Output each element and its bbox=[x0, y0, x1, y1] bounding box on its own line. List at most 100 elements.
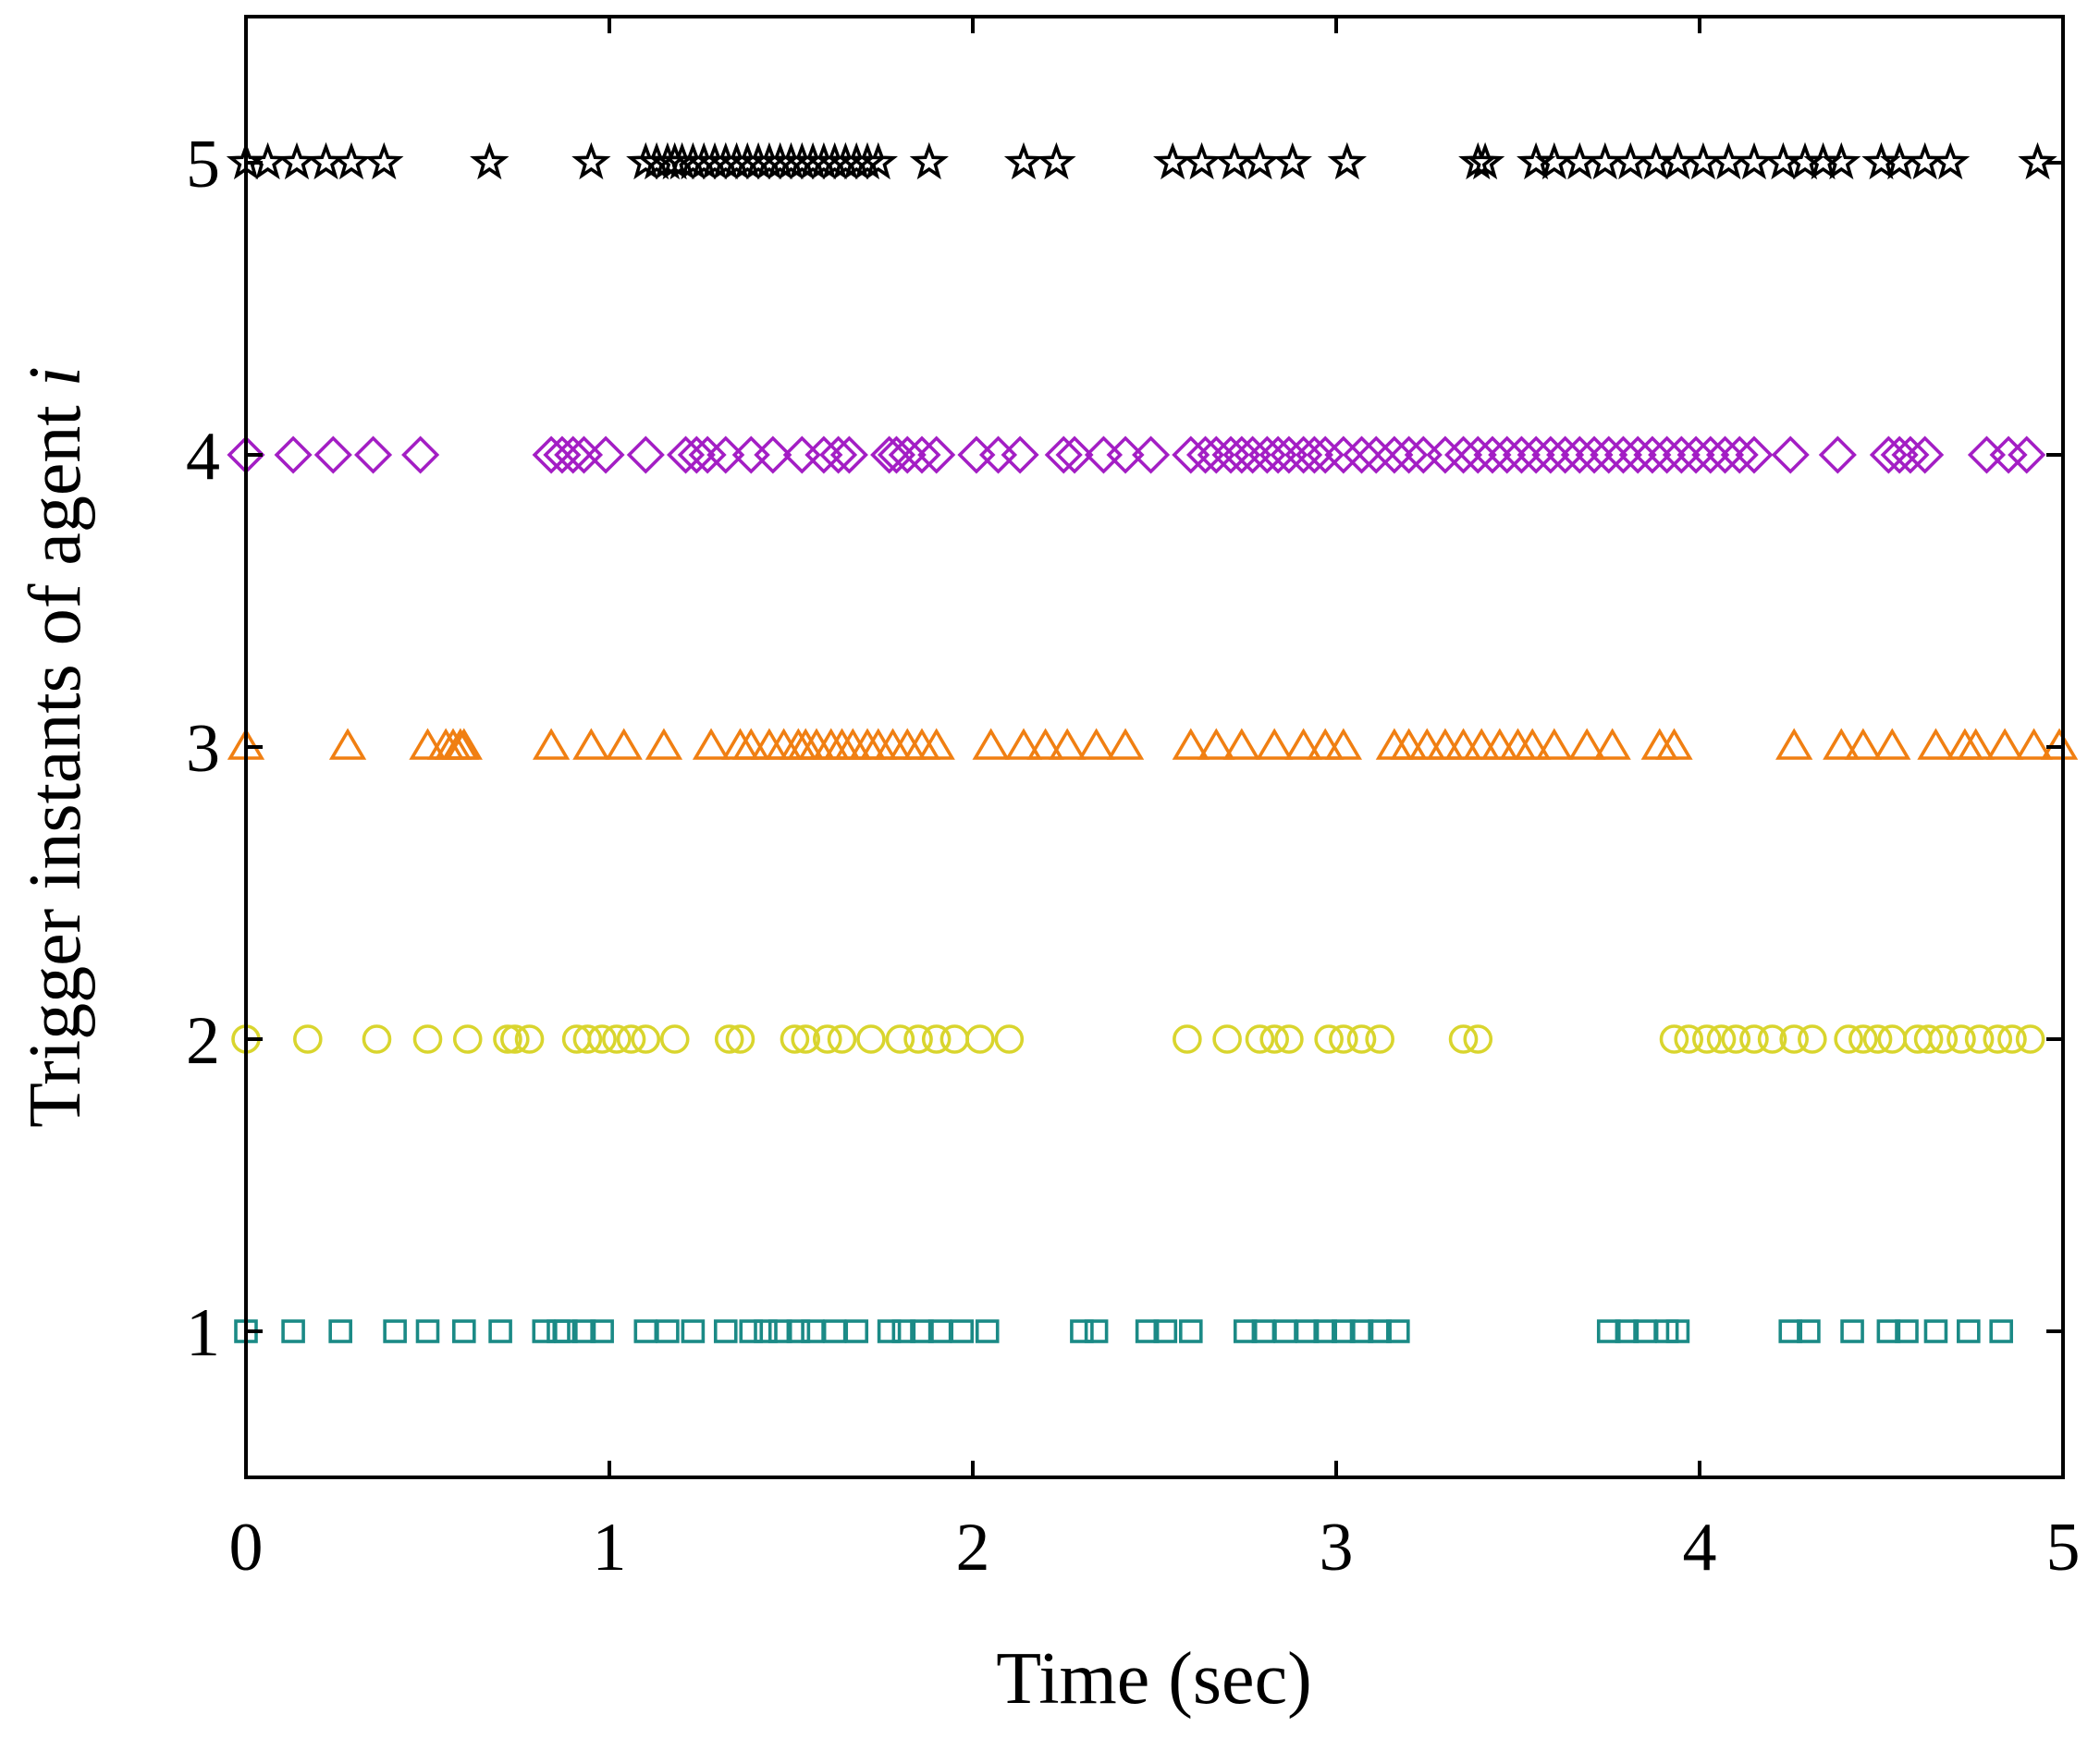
data-point bbox=[692, 728, 731, 760]
data-point bbox=[1386, 1319, 1410, 1343]
data-point bbox=[1989, 435, 2028, 474]
data-point bbox=[1466, 141, 1505, 180]
data-point bbox=[1390, 728, 1428, 760]
data-point bbox=[1593, 728, 1631, 760]
data-point bbox=[972, 728, 1010, 760]
data-point bbox=[605, 728, 643, 760]
plot-frame bbox=[244, 15, 2065, 1479]
data-point bbox=[1880, 435, 1919, 474]
data-point bbox=[910, 1319, 934, 1343]
data-point bbox=[1665, 1319, 1690, 1343]
data-point bbox=[1306, 435, 1345, 474]
data-point bbox=[1946, 1024, 1976, 1054]
data-point bbox=[1823, 728, 1861, 760]
data-point bbox=[1256, 728, 1294, 760]
data-point bbox=[2015, 728, 2053, 760]
data-point bbox=[1314, 1024, 1344, 1054]
data-point bbox=[677, 435, 716, 474]
data-point bbox=[975, 1319, 1000, 1343]
data-point bbox=[791, 1024, 821, 1054]
data-point bbox=[903, 435, 941, 474]
data-point bbox=[1004, 728, 1043, 760]
data-point bbox=[1822, 141, 1861, 180]
data-point bbox=[572, 1024, 603, 1054]
data-point bbox=[1834, 1024, 1863, 1054]
data-point bbox=[631, 1024, 661, 1054]
data-point bbox=[681, 1319, 706, 1343]
data-point bbox=[1546, 435, 1585, 474]
data-point bbox=[1683, 141, 1724, 180]
data-point bbox=[1895, 1319, 1919, 1343]
data-marks bbox=[226, 141, 2079, 1343]
data-point bbox=[1615, 1319, 1639, 1343]
data-point bbox=[1674, 1024, 1704, 1054]
data-point bbox=[1848, 1024, 1878, 1054]
data-point bbox=[1779, 1024, 1809, 1054]
data-point bbox=[1844, 728, 1882, 760]
data-point bbox=[1390, 435, 1429, 474]
data-point bbox=[586, 435, 625, 474]
data-point bbox=[445, 728, 483, 760]
data-point bbox=[1721, 1024, 1751, 1054]
data-point bbox=[754, 435, 792, 474]
data-point bbox=[921, 1024, 952, 1054]
data-point bbox=[714, 1024, 744, 1054]
data-point bbox=[546, 1319, 571, 1343]
data-point bbox=[909, 141, 949, 180]
data-point bbox=[1775, 728, 1813, 760]
data-point bbox=[1070, 1319, 1094, 1343]
data-point bbox=[1212, 1024, 1242, 1054]
data-point bbox=[877, 435, 916, 474]
data-point bbox=[1655, 728, 1693, 760]
data-point bbox=[994, 1024, 1025, 1054]
data-point bbox=[1259, 435, 1297, 474]
data-point bbox=[1862, 1024, 1893, 1054]
tick-labels: 0 1 2 3 4 5 1 2 3 4 5 bbox=[186, 127, 2081, 1586]
data-point bbox=[1818, 435, 1857, 474]
y-tick-label: 2 bbox=[186, 1003, 220, 1079]
data-point bbox=[328, 728, 367, 760]
data-point bbox=[331, 141, 372, 180]
data-point bbox=[1272, 141, 1312, 180]
data-point bbox=[1284, 728, 1322, 760]
data-point bbox=[1368, 1319, 1392, 1343]
series-2 bbox=[231, 1024, 2045, 1054]
data-point bbox=[1426, 728, 1465, 760]
data-point bbox=[732, 728, 770, 760]
data-point bbox=[1709, 141, 1749, 180]
data-point bbox=[822, 1319, 847, 1343]
data-point bbox=[1568, 728, 1606, 760]
data-point bbox=[1603, 435, 1643, 474]
data-point bbox=[939, 1024, 970, 1054]
data-point bbox=[1274, 1024, 1304, 1054]
data-point bbox=[1997, 1024, 2027, 1054]
data-point bbox=[1535, 728, 1573, 760]
data-point bbox=[1735, 435, 1774, 474]
data-point bbox=[1049, 728, 1087, 760]
data-point bbox=[780, 1024, 810, 1054]
data-point bbox=[1923, 1319, 1948, 1343]
data-point bbox=[1003, 141, 1044, 180]
x-tick-label: 0 bbox=[229, 1510, 264, 1586]
data-point bbox=[666, 435, 706, 474]
data-point bbox=[1448, 1024, 1479, 1054]
x-tick-label: 3 bbox=[1320, 1510, 1354, 1586]
data-point bbox=[1270, 435, 1308, 474]
data-point bbox=[1946, 728, 1984, 760]
data-point bbox=[1967, 435, 2007, 474]
data-point bbox=[950, 1319, 975, 1343]
data-point bbox=[1106, 435, 1145, 474]
data-point bbox=[877, 1319, 902, 1343]
data-point bbox=[383, 1319, 407, 1343]
data-point bbox=[1757, 1024, 1787, 1054]
data-point bbox=[409, 728, 447, 760]
data-point bbox=[1473, 435, 1512, 474]
data-point bbox=[1739, 1024, 1769, 1054]
data-point bbox=[1327, 141, 1368, 180]
data-point bbox=[965, 1024, 995, 1054]
data-point bbox=[1132, 435, 1171, 474]
data-point bbox=[1964, 1024, 1995, 1054]
data-point bbox=[571, 141, 611, 180]
data-point bbox=[1720, 435, 1759, 474]
data-point bbox=[572, 728, 610, 760]
